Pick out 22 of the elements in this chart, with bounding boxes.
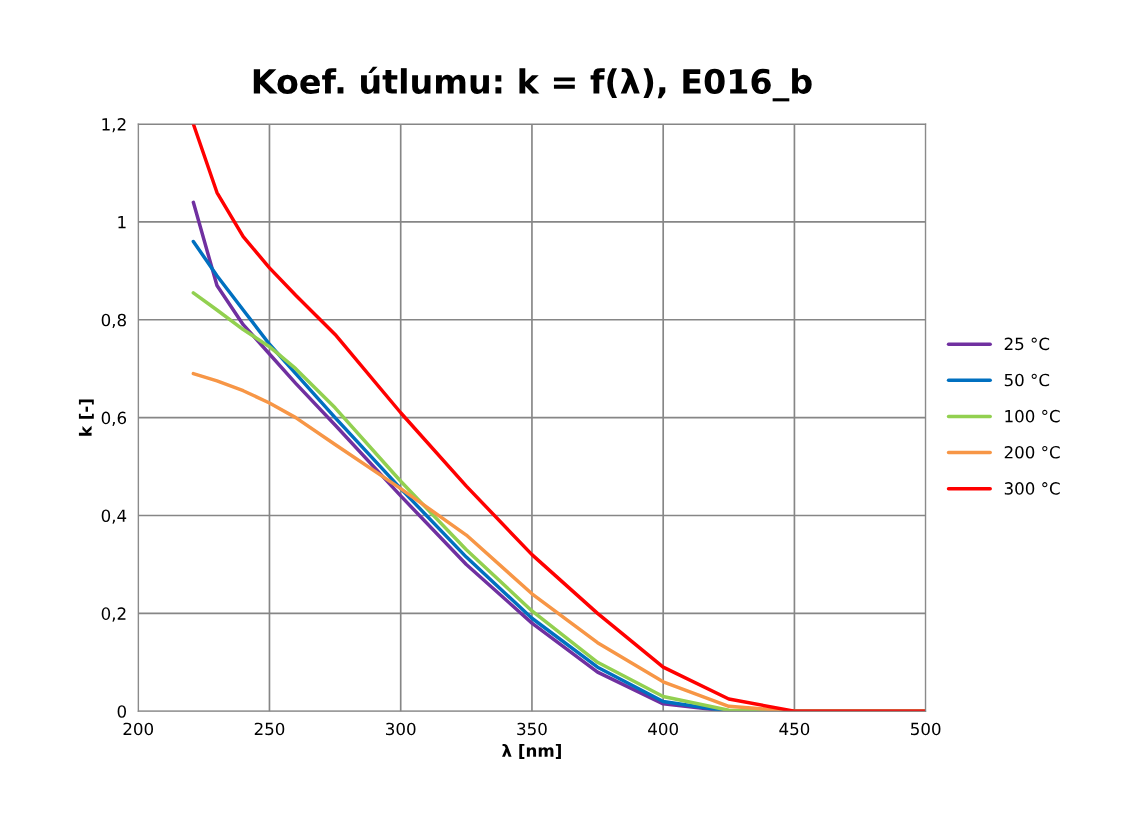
legend-label: 25 °C [1004,337,1050,351]
y-tick-label: 0,2 [101,607,126,622]
x-tick-label: 450 [779,722,810,736]
y-tick-label: 0 [117,705,127,718]
legend-label: 200 °C [1004,445,1060,459]
x-tick-label: 400 [648,722,678,736]
y-tick-label: 0,6 [101,411,127,426]
y-tick-label: 0,4 [101,509,127,524]
x-tick-label: 200 [123,722,154,736]
x-tick-label: 350 [517,722,547,736]
y-tick-label: 1,2 [102,118,126,133]
legend-label: 50 °C [1004,373,1050,387]
y-axis-title: k [-] [78,399,94,436]
y-tick-label: 0,8 [101,313,126,329]
x-tick-label: 300 [386,722,416,736]
y-tick-label: 1 [118,216,126,229]
chart-title: Koef. útlumu: k = f(λ), E016_b [253,66,812,102]
legend-label: 300 °C [1004,482,1060,495]
legend-label: 100 °C [1005,409,1060,423]
x-tick-label: 500 [911,722,941,736]
x-tick-label: 250 [254,722,285,736]
x-axis-title: λ [nm] [502,744,561,759]
